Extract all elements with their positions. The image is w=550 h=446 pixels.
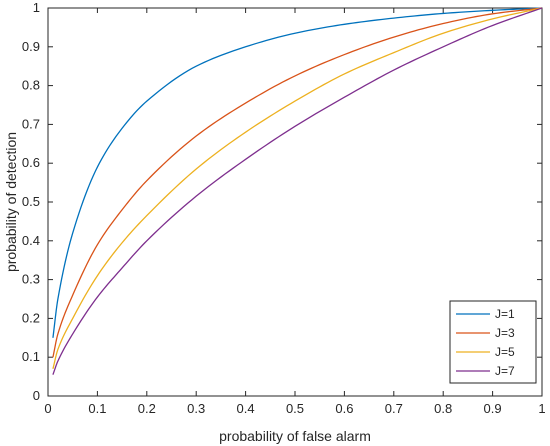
y-tick-label: 0.3 — [22, 272, 40, 287]
x-tick-label: 0.3 — [187, 401, 205, 416]
x-tick-label: 0.2 — [138, 401, 156, 416]
legend-box — [449, 300, 537, 384]
y-tick-label: 0.4 — [22, 233, 40, 248]
x-tick-label: 0.6 — [335, 401, 353, 416]
y-tick-label: 0.5 — [22, 194, 40, 209]
x-tick-label: 0 — [44, 401, 51, 416]
y-tick-label: 1 — [33, 0, 40, 15]
series-line-3 — [52, 7, 543, 369]
series-line-1 — [52, 7, 543, 338]
y-tick-label: 0.1 — [22, 349, 40, 364]
x-tick-label: 0.7 — [385, 401, 403, 416]
x-tick-label: 0.1 — [88, 401, 106, 416]
y-axis-label: probability of detection — [3, 132, 19, 272]
y-tick-label: 0.6 — [22, 155, 40, 170]
x-tick-label: 0.4 — [237, 401, 255, 416]
y-tick-label: 0.7 — [22, 116, 40, 131]
x-tick-label: 0.5 — [286, 401, 304, 416]
y-tick-label: 0.8 — [22, 78, 40, 93]
legend-label: J=5 — [495, 345, 515, 359]
y-tick-label: 0.2 — [22, 310, 40, 325]
series-line-2 — [52, 7, 543, 358]
legend: J=1 J=3 J=5 J=7 — [449, 300, 537, 384]
legend-label: J=1 — [495, 307, 515, 321]
legend-label: J=7 — [495, 364, 515, 378]
series-line-4 — [52, 7, 543, 375]
x-tick-label: 0.8 — [434, 401, 452, 416]
x-tick-label: 1 — [538, 401, 545, 416]
x-axis-label: probability of false alarm — [219, 428, 371, 444]
legend-label: J=3 — [495, 326, 515, 340]
y-tick-label: 0 — [33, 388, 40, 403]
x-tick-label: 0.9 — [484, 401, 502, 416]
series-lines — [52, 7, 543, 375]
axis-ticks: 0 0.1 0.2 0.3 0.4 0.5 0.6 0.7 0.8 0.9 1 0 0.1 0.2 0.3 0… — [22, 0, 546, 416]
y-tick-label: 0.9 — [22, 39, 40, 54]
